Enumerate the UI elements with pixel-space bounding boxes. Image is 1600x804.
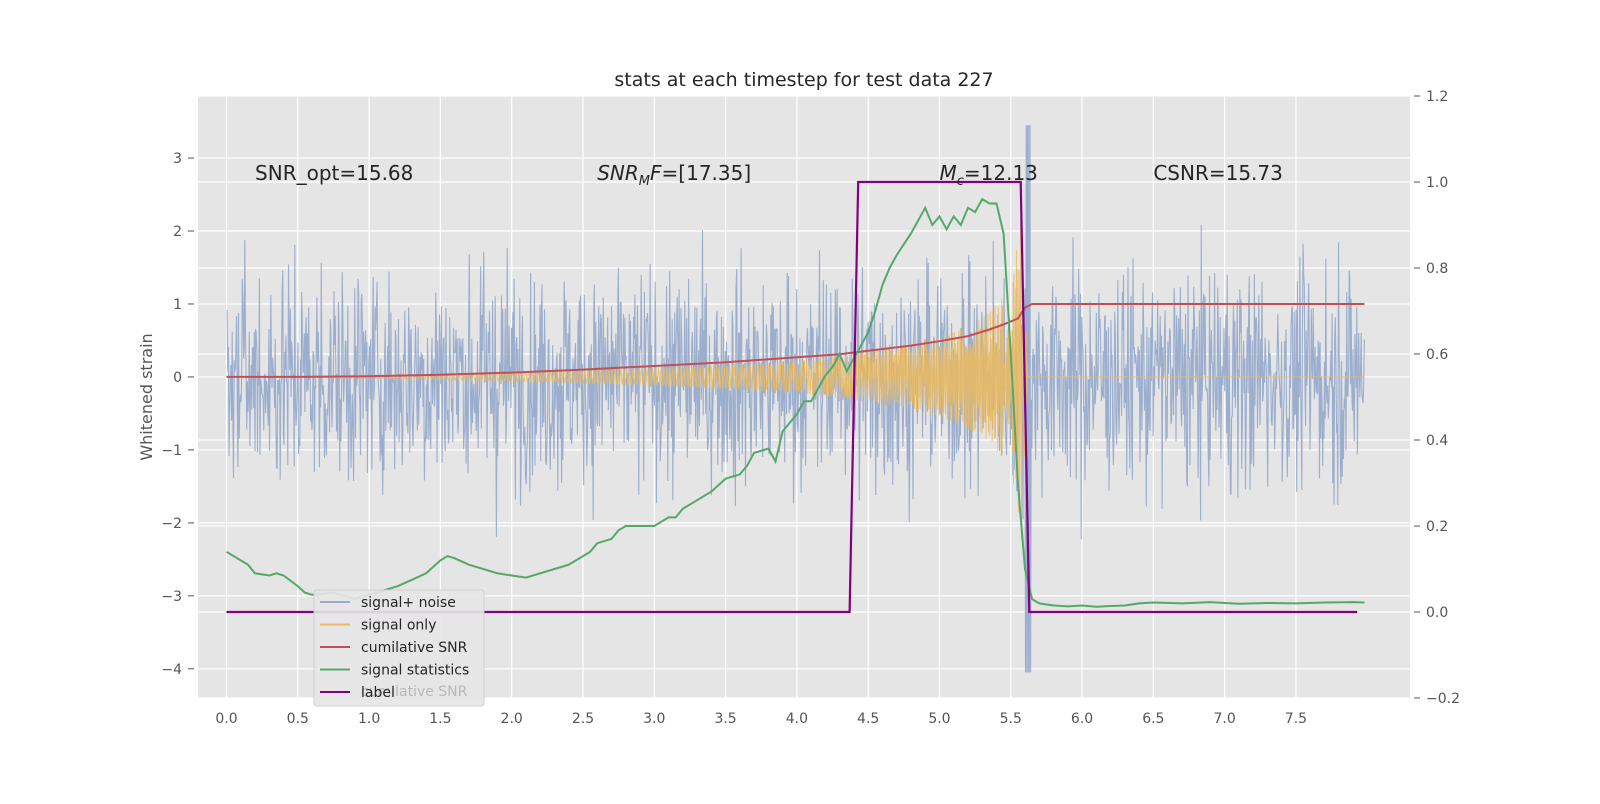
y2-tick-label: −0.2 bbox=[1426, 691, 1460, 707]
legend-label: cumilative SNR bbox=[361, 640, 468, 656]
x-tick-label: 3.0 bbox=[643, 711, 665, 727]
chart-annotations: SNR_opt=15.68 SNRMF=[17.35] Mc=12.13 CSNR=1… bbox=[255, 161, 1283, 189]
legend-label: signal only bbox=[361, 618, 436, 634]
annotation-main: SNR bbox=[597, 161, 639, 185]
series-lines bbox=[225, 180, 1365, 614]
legend-label: signal+ noise bbox=[361, 595, 456, 611]
y2-tick-label: 0.2 bbox=[1426, 519, 1448, 535]
x-tick-label: 2.0 bbox=[501, 711, 523, 727]
chart-title: stats at each timestep for test data 227 bbox=[614, 69, 993, 91]
y2-tick-label: 0.6 bbox=[1426, 347, 1448, 363]
y2-tick-label: 0.4 bbox=[1426, 433, 1448, 449]
annotation-main: M bbox=[939, 161, 956, 185]
x-tick-label: 3.5 bbox=[714, 711, 736, 727]
annotation-value: =[17.35] bbox=[662, 161, 752, 185]
x-tick-label: 1.5 bbox=[429, 711, 451, 727]
x-tick-label: 4.5 bbox=[857, 711, 879, 727]
annotation-rest: =12.13 bbox=[964, 161, 1038, 185]
annotation-csnr: CSNR=15.73 bbox=[1153, 161, 1283, 185]
x-tick-label: 7.5 bbox=[1285, 711, 1307, 727]
legend-label: signal statistics bbox=[361, 663, 469, 679]
y-tick-label: −3 bbox=[161, 589, 182, 605]
y2-tick-label: 0.0 bbox=[1426, 605, 1448, 621]
x-tick-label: 7.0 bbox=[1214, 711, 1236, 727]
legend-label: label bbox=[361, 685, 395, 701]
x-tick-label: 6.0 bbox=[1071, 711, 1093, 727]
y-tick-label: 0 bbox=[173, 370, 182, 386]
label-line bbox=[226, 180, 1358, 614]
x-tick-label: 0.5 bbox=[287, 711, 309, 727]
annotation-rest: F bbox=[650, 161, 662, 185]
noise-trace bbox=[226, 125, 1365, 673]
y-tick-label: 2 bbox=[173, 224, 182, 240]
y2-tick-label: 1.0 bbox=[1426, 175, 1448, 191]
x-tick-label: 1.0 bbox=[358, 711, 380, 727]
annotation-mc: Mc=12.13 bbox=[939, 161, 1037, 189]
y-tick-label: 1 bbox=[173, 297, 182, 313]
y2-tick-label: 0.8 bbox=[1426, 261, 1448, 277]
annotation-snr-opt: SNR_opt=15.68 bbox=[255, 161, 413, 185]
axis-ticks: 0.0 0.5 1.0 1.5 2.0 2.5 3.0 3.5 4.0 4.5 5.0 5.5 6.0 6… bbox=[161, 89, 1460, 727]
y-axis-label: Whitened strain bbox=[137, 333, 156, 460]
annotation-snr-mf: SNRMF=[17.35] bbox=[597, 161, 751, 189]
y-tick-label: −1 bbox=[161, 443, 182, 459]
chart-legend: cumilative SNR signal+ noise signal only cu… bbox=[313, 589, 485, 707]
y-tick-label: 3 bbox=[173, 151, 182, 167]
annotation-sub: c bbox=[957, 174, 964, 189]
annotation-sub: M bbox=[639, 174, 650, 189]
legend-ghost-text: cumilative SNR bbox=[361, 684, 468, 700]
x-tick-label: 2.5 bbox=[572, 711, 594, 727]
x-tick-label: 5.5 bbox=[1000, 711, 1022, 727]
legend-box bbox=[313, 589, 485, 707]
x-tick-label: 4.0 bbox=[786, 711, 808, 727]
y2-tick-label: 1.2 bbox=[1426, 89, 1448, 105]
series-signal-plus-noise bbox=[226, 125, 1365, 673]
y-tick-label: −2 bbox=[161, 516, 182, 532]
y-tick-label: −4 bbox=[161, 662, 182, 678]
x-tick-label: 5.0 bbox=[928, 711, 950, 727]
signal-statistics-line bbox=[225, 197, 1365, 608]
x-tick-label: 0.0 bbox=[215, 711, 237, 727]
x-tick-label: 6.5 bbox=[1142, 711, 1164, 727]
